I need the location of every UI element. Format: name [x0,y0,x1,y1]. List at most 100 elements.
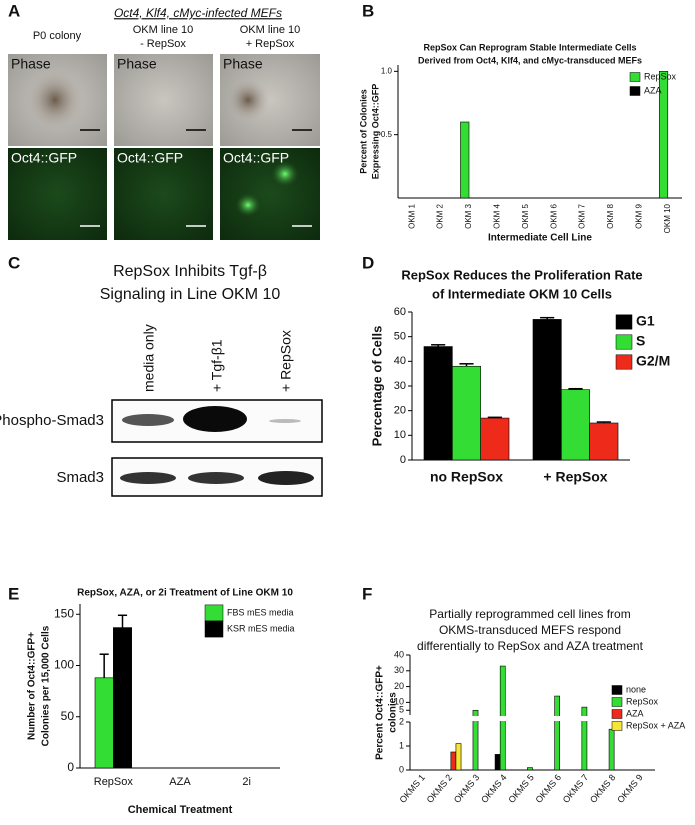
x-tick-label: OKM 7 [578,203,587,228]
chart-title: Partially reprogrammed cell lines from [429,607,630,621]
bar [532,319,562,461]
x-tick-label: OKMS 1 [397,772,427,804]
gfp-image [8,148,107,240]
western-blot [111,399,323,497]
x-tick-label: OKM 2 [436,203,445,228]
bar [452,365,481,461]
chart-title: of Intermediate OKM 10 Cells [432,286,612,301]
legend-label: KSR mES media [227,623,295,633]
y-tick-label: 20 [394,405,406,417]
y-tick-label: 0 [67,760,74,774]
x-axis-label: Chemical Treatment [128,804,233,816]
bar [455,743,462,771]
legend-swatch [611,685,623,695]
chart-title: RepSox Reduces the Proliferation Rate [401,267,642,282]
x-tick-label: OKM 4 [493,203,502,228]
x-tick-label: OKMS 8 [588,772,618,804]
chart-title: OKMS-transduced MEFS respond [439,623,621,637]
y-tick-label: 10 [394,697,404,707]
bar [581,706,588,771]
chart: RepSox Reduces the Proliferation Rate of … [369,267,670,484]
column-header: + RepSox [246,38,295,50]
column-header: P0 colony [33,30,82,42]
chart: Partially reprogrammed cell lines from OK… [375,607,686,805]
bar [561,389,590,461]
blot-band [188,472,244,484]
panel-title: Signaling in Line OKM 10 [100,286,281,303]
panel-label: C [8,253,20,272]
y-axis-label: Expressing Oct4::GFP [370,84,380,180]
colony [226,78,270,122]
y-axis-label: colonies [388,692,399,733]
legend-swatch [611,709,623,719]
bar [608,728,615,771]
bar [480,417,510,461]
y-tick-label: 5 [399,705,404,715]
panel-label: D [362,253,374,272]
legend-swatch [629,72,641,82]
legend-swatch [204,620,224,638]
legend-swatch [629,86,641,96]
image-label: Oct4::GFP [117,150,183,166]
x-tick-label: OKMS 4 [479,772,509,804]
micrographs [8,54,320,240]
bar [554,695,561,771]
y-axis-label: Colonies per 15,000 Cells [41,625,52,746]
blot-band [120,472,176,484]
blot-row-label: Phospho-Smad3 [0,412,104,429]
x-tick-label: OKM 10 [663,203,672,233]
legend-label: G1 [636,313,655,329]
x-axis-label: Intermediate Cell Line [488,233,592,244]
panel-label: A [8,1,20,20]
image-label: Oct4::GFP [223,150,289,166]
y-tick-label: 20 [394,681,404,691]
y-axis-label: Number of Oct4::GFP+ [27,632,38,740]
axis-break [405,716,655,721]
panel-label: E [8,584,19,603]
gfp-image [114,148,213,240]
y-tick-label: 2 [399,716,404,726]
y-tick-label: 0.5 [381,130,393,139]
x-tick-label: OKM 6 [549,203,558,228]
y-tick-label: 100 [54,658,74,672]
legend-swatch [615,354,633,370]
x-tick-label: OKM 3 [464,203,473,228]
lane-label: media only [141,324,157,392]
blot-band [269,419,301,423]
bar [450,751,457,771]
gfp-colony [271,161,299,187]
x-tick-label: OKMS 3 [452,772,482,804]
legend-label: none [626,684,646,694]
lane-label: + Tgf-β1 [209,339,225,392]
x-tick-label: no RepSox [430,469,503,485]
x-tick-label: OKMS 9 [615,772,645,804]
y-axis-label: Percent of Colonies [358,89,368,174]
legend-swatch [204,604,224,622]
y-tick-label: 150 [54,606,74,620]
panel-title: RepSox Inhibits Tgf-β [113,263,267,280]
x-tick-label: OKM 9 [635,203,644,228]
legend-label: AZA [626,708,644,718]
chart-title: RepSox, AZA, or 2i Treatment of Line OKM… [77,588,293,599]
bar [113,627,132,769]
gfp-colony [235,193,261,217]
blot-band [183,406,247,432]
blot-row-label: Smad3 [56,469,104,486]
y-tick-label: 50 [61,709,75,723]
y-tick-label: 40 [394,355,406,367]
y-tick-label: 1 [399,740,404,750]
x-tick-label: OKMS 2 [425,772,455,804]
legend-label: G2/M [636,353,670,369]
blot-band [122,414,174,426]
lane-label: + RepSox [278,330,294,392]
bar [527,767,533,771]
gfp-image [220,148,320,240]
y-tick-label: 40 [394,649,404,659]
bar [94,677,114,769]
column-header: OKM line 10 [240,24,301,36]
x-tick-label: OKM 1 [407,203,416,228]
bar [589,422,619,461]
x-tick-label: OKM 8 [606,203,615,228]
panel-label: B [362,1,374,20]
